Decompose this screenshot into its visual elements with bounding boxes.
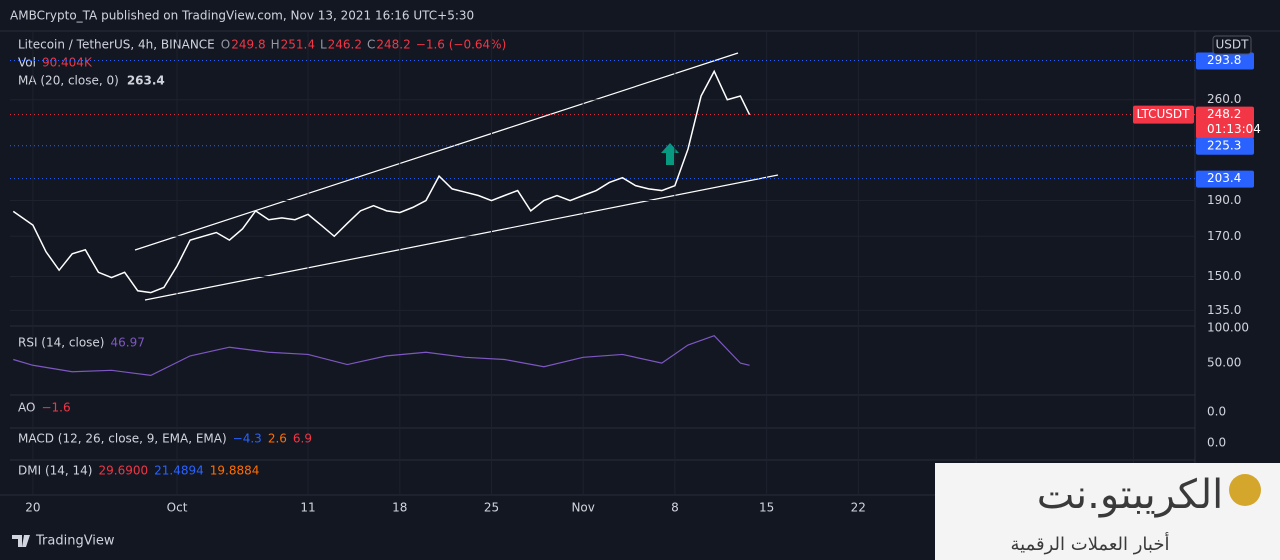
price-badge-label: 293.8 (1207, 53, 1241, 67)
indicator-label: AO (18, 401, 35, 415)
ohlc-value: 251.4 (281, 38, 315, 52)
price-badge (1196, 52, 1254, 70)
ma-value: 263.4 (127, 74, 165, 88)
x-tick-label: 20 (25, 501, 40, 515)
x-tick-label: 8 (671, 501, 679, 515)
x-tick-label: 11 (300, 501, 315, 515)
y-tick-label: 260.0 (1207, 92, 1241, 106)
indicator-value: −4.3 (233, 432, 262, 446)
brand: TradingView (35, 534, 115, 549)
y-tick-label: 150.0 (1207, 269, 1241, 283)
publisher: AMBCrypto_TA published on TradingView.co… (10, 9, 474, 23)
change: −1.6 (−0.64%) (416, 38, 507, 52)
y-tick-label: 170.0 (1207, 229, 1241, 243)
ma-label: MA (20, close, 0) (18, 74, 119, 88)
watermark-box (935, 463, 1280, 560)
price-badge (1196, 137, 1254, 155)
rsi-line (13, 334, 750, 377)
channel-line (144, 174, 779, 301)
rsi-tick-label: 50.00 (1207, 356, 1241, 370)
vol-value: 90.404K (42, 56, 93, 70)
x-tick-label: 22 (851, 501, 866, 515)
indicator-tick-label: 0.0 (1207, 436, 1226, 450)
price-badge-label: 248.2 (1207, 107, 1241, 121)
x-tick-label: 25 (484, 501, 499, 515)
channel-line (134, 52, 739, 251)
watermark-icon (1229, 474, 1261, 506)
ohlc-value: 246.2 (328, 38, 362, 52)
indicator-label: DMI (14, 14) (18, 464, 92, 478)
currency-box (1212, 35, 1252, 55)
ohlc-key: O (221, 38, 230, 52)
indicator-label: MACD (12, 26, close, 9, EMA, EMA) (18, 432, 227, 446)
price-badge (1196, 106, 1254, 139)
price-badge (1196, 170, 1254, 188)
ohlc-key: C (367, 38, 375, 52)
watermark-subtitle: أخبار العملات الرقمية (1011, 532, 1170, 555)
y-tick-label: 190.0 (1207, 193, 1241, 207)
rsi-tick-label: 100.00 (1207, 321, 1249, 335)
ohlc-value: 249.8 (231, 38, 265, 52)
currency: USDT (1216, 38, 1250, 52)
indicator-tick-label: 0.0 (1207, 405, 1226, 419)
x-tick-label: 18 (392, 501, 407, 515)
ohlc-key: H (271, 38, 280, 52)
indicator-value: 21.4894 (154, 464, 204, 478)
price-badge-label: 203.4 (1207, 171, 1241, 185)
countdown: 01:13:04 (1207, 122, 1261, 136)
plot: 20Oct111825Nov81522Dec13135.0150.0170.01… (10, 32, 1261, 515)
x-tick-label: Oct (167, 501, 188, 515)
indicator-value: 2.6 (268, 432, 287, 446)
indicator-value: −1.6 (41, 401, 70, 415)
price-line-series (12, 69, 751, 294)
symbol-badge-label: LTCUSDT (1136, 107, 1190, 121)
watermark-title: الكريبتو.نت (1037, 472, 1224, 518)
vol-label: Vol (18, 56, 36, 70)
indicator-value: 6.9 (293, 432, 312, 446)
brand-logo (12, 535, 30, 547)
ohlc-key: L (320, 38, 327, 52)
x-tick-label: 15 (759, 501, 774, 515)
legend: Litecoin / TetherUS, 4h, BINANCE O 249.8 H 2… (18, 38, 506, 88)
x-tick-label: Nov (571, 501, 594, 515)
rsi-label: RSI (14, close) (18, 336, 104, 350)
y-tick-label: 135.0 (1207, 303, 1241, 317)
symbol-badge (1133, 105, 1194, 124)
price-badge-label: 225.3 (1207, 138, 1241, 152)
ohlc-value: 248.2 (376, 38, 410, 52)
symbol: Litecoin / TetherUS, 4h, BINANCE (18, 38, 215, 52)
indicator-value: 29.6900 (98, 464, 148, 478)
rsi-value: 46.97 (110, 336, 144, 350)
indicator-value: 19.8884 (210, 464, 260, 478)
